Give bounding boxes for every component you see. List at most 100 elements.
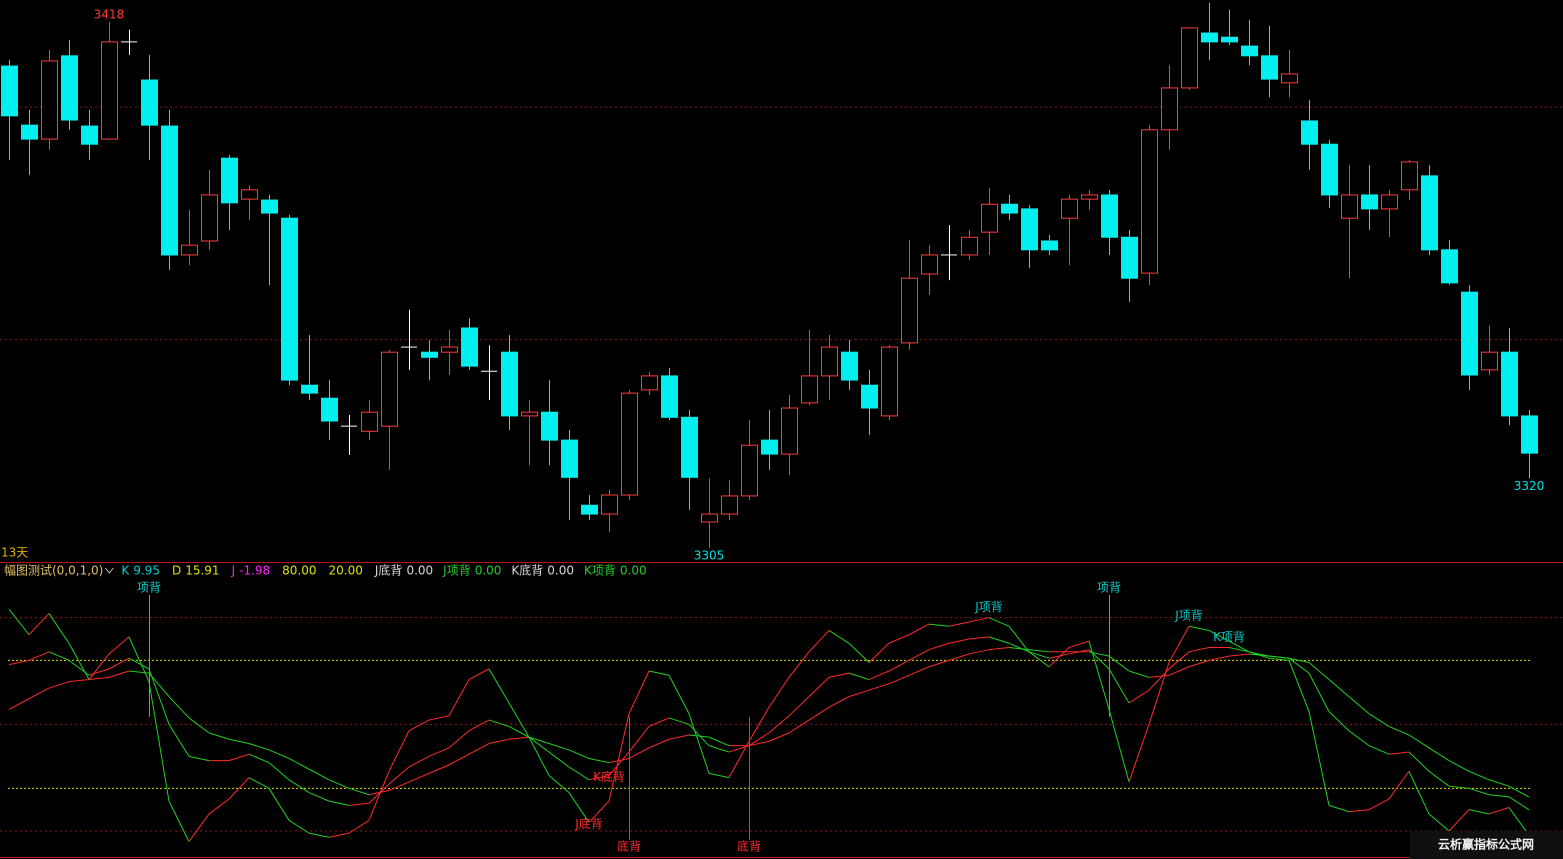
candle-body (521, 411, 538, 417)
indicator-segment (308, 792, 330, 802)
indicator-segment (1488, 779, 1510, 787)
candle-body (681, 416, 698, 478)
indicator-segment (508, 726, 530, 738)
indicator-segment (548, 751, 570, 768)
indicator-segment (1308, 662, 1330, 680)
candle-body (161, 125, 178, 256)
candle-body (1381, 194, 1398, 210)
indicator-segment (468, 743, 490, 755)
indicator-segment (1388, 751, 1410, 755)
candle-body (1161, 87, 1178, 131)
indicator-segment (228, 738, 250, 745)
indicator-segment (8, 659, 30, 666)
candle-body (1501, 351, 1518, 417)
indicator-segment (548, 743, 570, 751)
candle-body (241, 189, 258, 200)
indicator-segment (288, 779, 310, 794)
indicator-segment (1408, 751, 1430, 772)
indicator-segment (348, 819, 370, 834)
indicator-segment (8, 608, 30, 636)
indicator-segment (568, 766, 590, 781)
indicator-segment (148, 681, 170, 802)
indicator-segment (1448, 785, 1470, 789)
indicator-segment (668, 734, 690, 740)
indicator-segment (1028, 651, 1050, 668)
indicator-segment (1108, 655, 1130, 672)
candle-body (261, 199, 278, 214)
candle-body (721, 495, 738, 515)
indicator-segment (668, 675, 690, 714)
indicator-segment (1468, 809, 1490, 815)
indicator-segment (1208, 655, 1230, 661)
candle-body (861, 384, 878, 409)
legend-text: 20.00 (329, 564, 363, 578)
indicator-segment (428, 747, 450, 757)
legend-text: 幅图测试(0,0,1,0) (4, 563, 103, 578)
indicator-segment (1348, 809, 1370, 813)
signal-label: J项背 (974, 600, 1003, 614)
indicator-segment (128, 670, 150, 674)
candle-body (701, 513, 718, 523)
indicator-segment (168, 800, 190, 842)
indicator-segment (988, 617, 1010, 627)
candle-body (181, 244, 198, 256)
indicator-segment (1468, 787, 1490, 796)
indicator-segment (1148, 662, 1170, 725)
candle-body (901, 277, 918, 344)
indicator-segment (708, 772, 730, 779)
candle-body (1041, 240, 1058, 251)
candle-body (361, 411, 378, 432)
candle-body (81, 125, 98, 145)
indicator-segment (348, 802, 370, 806)
indicator-segment (568, 749, 590, 759)
candle-body (381, 351, 398, 427)
indicator-segment (288, 819, 310, 834)
indicator-segment (788, 651, 810, 678)
indicator-segment (688, 734, 710, 738)
price-label: 3418 (94, 7, 125, 21)
signal-label: 项背 (1097, 581, 1121, 595)
indicator-segment (48, 651, 70, 661)
indicator-segment (1228, 647, 1250, 653)
indicator-segment (168, 696, 190, 719)
candle-body (1101, 194, 1118, 238)
indicator-segment (388, 766, 410, 785)
indicator-segment (528, 736, 550, 745)
legend-text: 15.91 (185, 564, 219, 578)
indicator-segment (208, 798, 230, 815)
indicator-segment (1308, 711, 1330, 806)
indicator-segment (868, 642, 890, 663)
indicator-segment (1328, 804, 1350, 813)
indicator-segment (288, 758, 310, 770)
signal-label: 项背 (137, 581, 161, 595)
indicator-segment (1508, 807, 1530, 836)
indicator-segment (528, 736, 550, 776)
indicator-segment (368, 789, 390, 796)
indicator-segment (428, 715, 450, 721)
indicator-segment (968, 617, 990, 623)
indicator-segment (688, 723, 710, 747)
indicator-segment (708, 736, 730, 747)
indicator-segment (408, 755, 430, 768)
indicator-segment (1488, 794, 1510, 798)
legend-text: 0.00 (547, 564, 574, 578)
indicator-segment (548, 775, 570, 793)
indicator-segment (1448, 760, 1470, 772)
indicator-segment (828, 672, 850, 678)
indicator-segment (488, 719, 510, 727)
indicator-segment (388, 730, 410, 772)
candle-body (301, 384, 318, 394)
candle-body (1, 65, 18, 117)
indicator-segment (588, 800, 610, 823)
indicator-segment (428, 764, 450, 774)
indicator-segment (688, 713, 710, 774)
indicator-segment (848, 672, 870, 681)
indicator-segment (1088, 641, 1110, 710)
indicator-segment (48, 613, 70, 644)
indicator-segment (1368, 713, 1390, 727)
candle-body (601, 494, 618, 515)
candle-body (661, 375, 678, 418)
indicator-segment (968, 649, 990, 655)
indicator-segment (388, 781, 410, 791)
